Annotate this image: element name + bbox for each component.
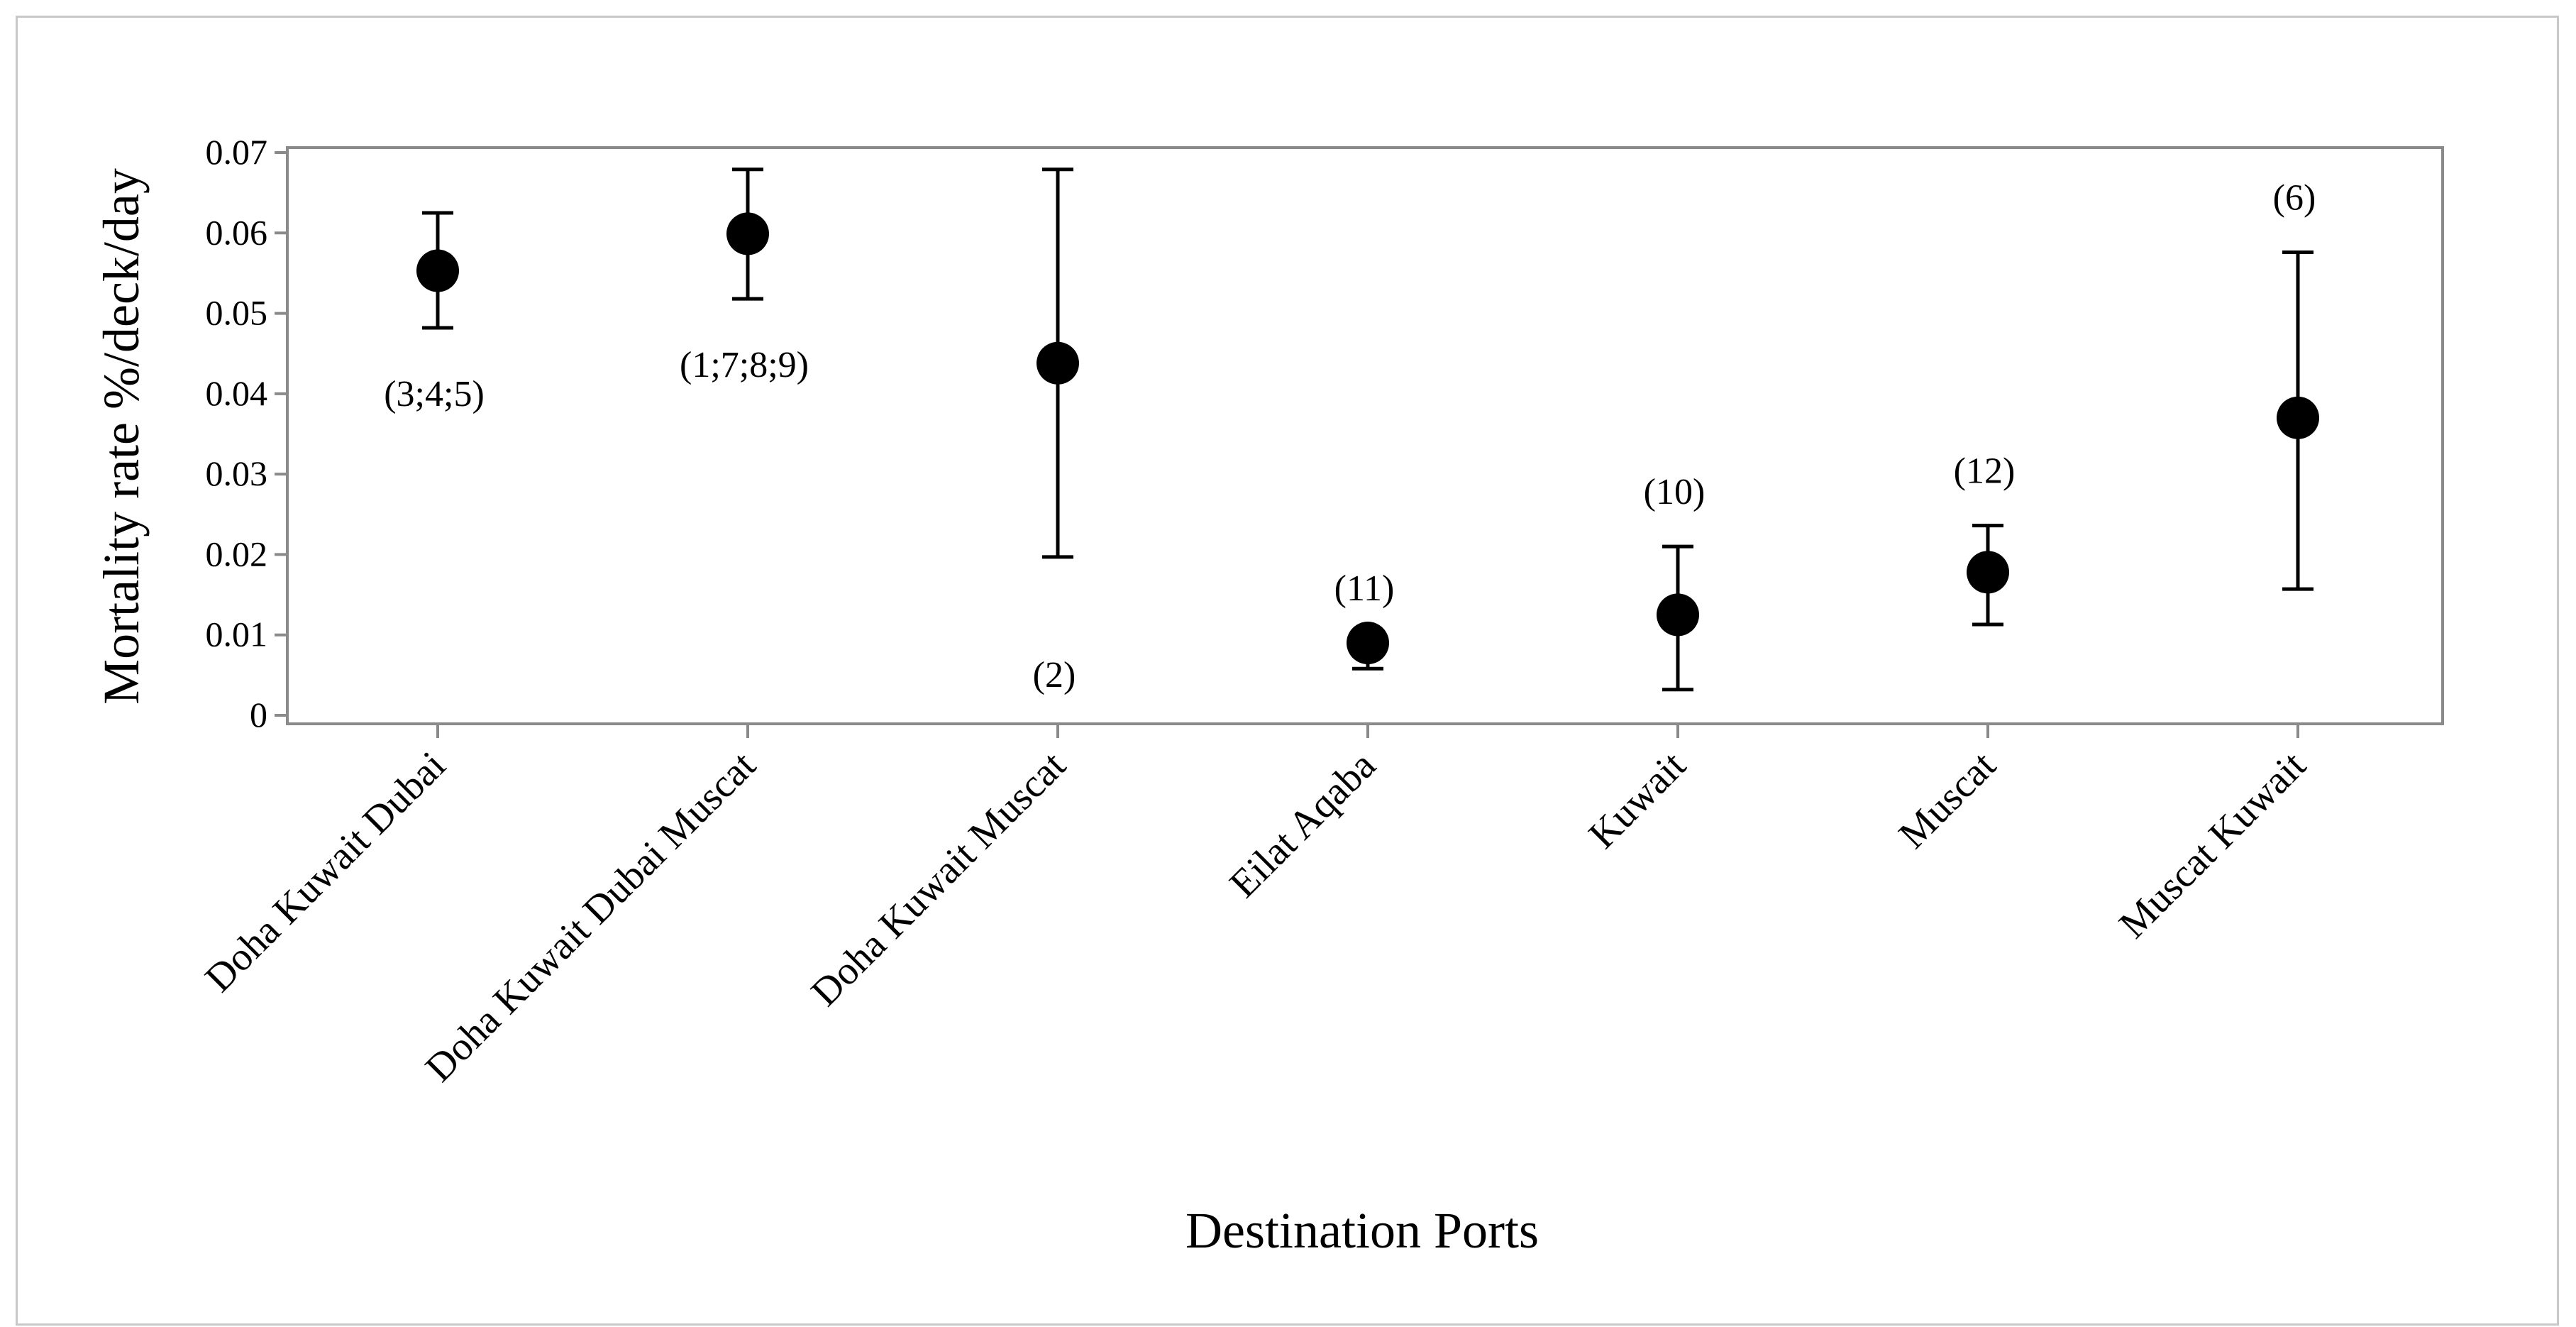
point-annotation: (6): [2273, 177, 2316, 218]
y-tick-label: 0.01: [206, 615, 268, 654]
point-annotation: (10): [1644, 472, 1706, 512]
y-axis-title: Mortality rate %/deck/day: [93, 168, 150, 705]
x-category-label: Doha Kuwait Dubai Muscat: [417, 743, 765, 1091]
point-annotation: (3;4;5): [384, 374, 485, 414]
x-category-label: Muscat: [1891, 743, 2005, 857]
error-bar-point: (11): [1334, 568, 1395, 671]
error-bar-point: (6): [2273, 177, 2319, 591]
y-tick-label: 0.03: [206, 453, 268, 493]
data-point-marker: [1347, 622, 1389, 665]
data-point-marker: [1037, 341, 1079, 385]
y-tick-label: 0.06: [206, 212, 268, 252]
y-tick-label: 0.07: [206, 132, 268, 172]
error-bar-point: (12): [1954, 451, 2016, 627]
data-point-marker: [1657, 593, 1699, 637]
point-annotation: (2): [1033, 655, 1076, 695]
plot-area: [286, 146, 2444, 725]
y-tick-label: 0: [250, 695, 267, 734]
data-point-marker: [2277, 396, 2319, 439]
x-category-label: Doha Kuwait Dubai: [197, 743, 454, 1001]
error-bar-point: (1;7;8;9): [680, 167, 809, 385]
point-annotation: (12): [1954, 451, 2016, 492]
point-annotation: (11): [1334, 568, 1395, 609]
x-axis-title: Destination Ports: [1185, 1202, 1539, 1259]
x-category-label: Muscat Kuwait: [2111, 743, 2314, 947]
error-bar-point: (2): [1033, 167, 1079, 695]
data-point-marker: [1967, 551, 2009, 594]
data-point-marker: [416, 249, 459, 292]
chart-marks: (3;4;5) (1;7;8;9) (2) (11) (10) (12) (6): [384, 167, 2319, 695]
y-tick-label: 0.05: [206, 293, 268, 333]
x-category-label: Kuwait: [1581, 743, 1695, 857]
data-point-marker: [726, 212, 769, 255]
y-tick-label: 0.04: [206, 373, 268, 413]
error-bar-point: (10): [1644, 472, 1706, 692]
point-annotation: (1;7;8;9): [680, 345, 809, 385]
x-category-label: Eilat Aqaba: [1222, 743, 1385, 906]
y-axis: 0 0.01 0.02 0.03 0.04 0.05 0.06 0.07: [206, 132, 287, 734]
y-tick-label: 0.02: [206, 534, 268, 573]
x-category-label: Doha Kuwait Muscat: [803, 743, 1075, 1015]
error-bar-point: (3;4;5): [384, 211, 485, 414]
